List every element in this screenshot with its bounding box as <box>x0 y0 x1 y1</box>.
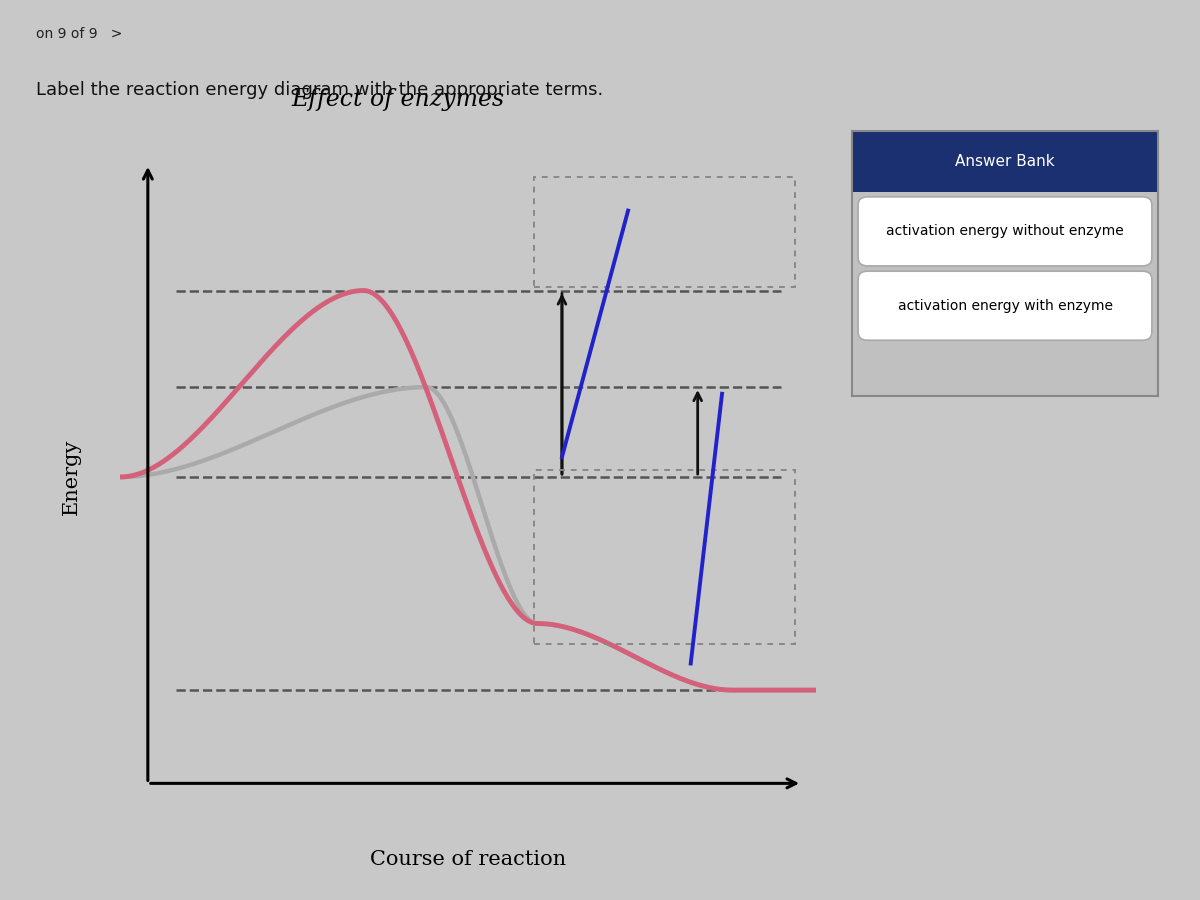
Bar <box>852 130 1158 192</box>
Text: Course of reaction: Course of reaction <box>370 850 566 869</box>
Text: activation energy without enzyme: activation energy without enzyme <box>886 224 1124 238</box>
Text: activation energy with enzyme: activation energy with enzyme <box>898 299 1112 312</box>
Text: Label the reaction energy diagram with the appropriate terms.: Label the reaction energy diagram with t… <box>36 81 604 99</box>
Text: Effect of enzymes: Effect of enzymes <box>292 87 505 111</box>
FancyBboxPatch shape <box>858 271 1152 340</box>
Bar <box>534 471 796 644</box>
FancyBboxPatch shape <box>858 197 1152 266</box>
Text: Answer Bank: Answer Bank <box>955 154 1055 168</box>
Bar <box>534 177 796 287</box>
Text: Energy: Energy <box>61 439 80 515</box>
Text: on 9 of 9   >: on 9 of 9 > <box>36 27 122 41</box>
